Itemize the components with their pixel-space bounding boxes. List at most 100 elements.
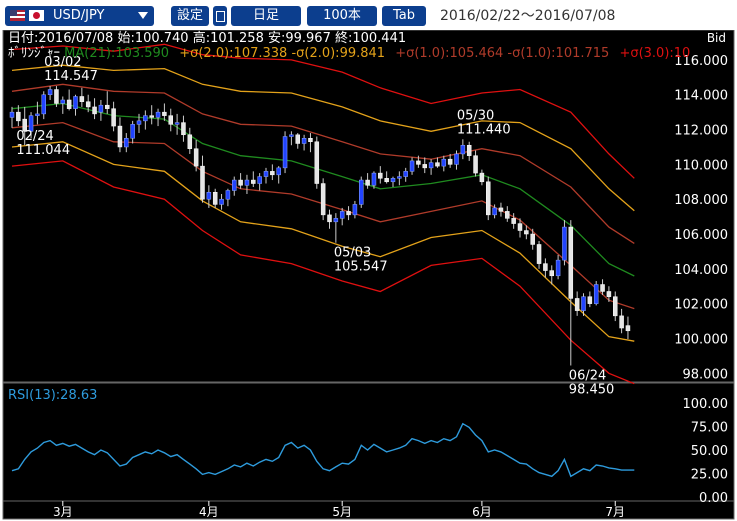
toolbar: USD/JPY 設定 日足 100本 Tab 2016/02/22～2016/0… — [0, 0, 737, 30]
candle-body — [181, 122, 186, 136]
annotation-value: 111.440 — [457, 122, 511, 137]
candle-body — [492, 207, 497, 216]
candle-body — [606, 291, 612, 297]
candle-body — [143, 115, 148, 122]
month-label: 3月 — [53, 505, 73, 519]
candle-body — [225, 190, 231, 200]
rsi-tick-label: 0.00 — [699, 491, 728, 506]
candle-body — [473, 155, 478, 174]
candle-body — [587, 296, 593, 304]
month-label: 7月 — [605, 505, 625, 519]
candle-body — [339, 211, 345, 219]
bid-label: Bid — [707, 31, 726, 45]
tool-icon — [215, 11, 225, 22]
indicator-legend: ﾎﾞﾘﾝｼﾞｬｰ MA(21):103.590 +σ(2.0):107.338 … — [8, 46, 690, 61]
candle-body — [530, 233, 535, 245]
candle-body — [60, 99, 66, 104]
price-tick-label: 114.000 — [674, 89, 728, 104]
candle-body — [498, 207, 504, 212]
candle-body — [460, 144, 466, 155]
candle-body — [416, 160, 421, 165]
count-button[interactable]: 100本 — [307, 6, 377, 26]
candle-body — [593, 284, 599, 304]
candle-body — [92, 106, 97, 115]
candle-body — [295, 134, 300, 144]
candle-body — [105, 104, 110, 109]
candle-body — [454, 153, 459, 165]
price-tick-label: 100.000 — [674, 332, 728, 347]
rsi-axis: 100.00 75.00 50.00 25.00 0.00 — [683, 397, 729, 506]
candle-body — [136, 120, 142, 125]
candle-body — [117, 125, 123, 148]
rsi-label: RSI(13):28.63 — [8, 388, 97, 403]
symbol-selector[interactable]: USD/JPY — [5, 6, 154, 26]
candle-body — [16, 111, 21, 122]
price-panel — [2, 30, 735, 383]
candle-body — [238, 179, 243, 186]
rsi-tick-label: 100.00 — [683, 397, 729, 412]
candle-body — [320, 183, 326, 216]
price-axis: 98.000 100.000 102.000 104.000 106.000 108.00… — [674, 54, 728, 382]
price-tick-label: 112.000 — [674, 124, 728, 139]
candle-body — [447, 158, 453, 165]
date-range: 2016/02/22～2016/07/08 — [440, 8, 616, 24]
candle-body — [79, 96, 85, 102]
tab-button[interactable]: Tab — [382, 6, 426, 26]
candle-body — [352, 204, 358, 216]
candle-body — [200, 165, 205, 200]
candle-body — [568, 226, 574, 299]
price-tick-label: 108.000 — [674, 193, 728, 208]
candle-body — [244, 179, 250, 186]
candle-body — [301, 138, 307, 144]
candle-body — [511, 218, 516, 224]
rsi-series — [11, 422, 635, 478]
candle-body — [619, 315, 624, 329]
candle-body — [41, 94, 46, 115]
candle-body — [403, 171, 408, 177]
date-axis — [2, 500, 735, 520]
candle-body — [390, 178, 396, 183]
settings-button[interactable]: 設定 — [171, 6, 209, 26]
sigma3-upper-line — [11, 43, 635, 179]
candle-body — [270, 171, 275, 176]
sigma1-upper-line — [11, 83, 635, 244]
candle-body — [130, 124, 135, 139]
sigma2-upper-line — [11, 64, 635, 212]
rsi-panel — [2, 382, 735, 502]
candle-body — [581, 296, 586, 311]
candle-body — [206, 191, 212, 200]
ma-legend: MA(21):103.590 — [64, 46, 169, 61]
candle-body — [193, 148, 199, 167]
candle-body — [54, 89, 59, 104]
candle-body — [219, 198, 224, 205]
price-tick-label: 98.000 — [683, 367, 729, 382]
ohlc-readout: 日付:2016/07/08 始:100.740 高:101.258 安:99.9… — [8, 30, 406, 46]
annotation-date: 02/24 — [16, 129, 53, 144]
candle-body — [384, 178, 389, 183]
sigma3-legend: +σ(3.0):10 — [619, 46, 690, 61]
candle-body — [435, 162, 440, 167]
candle-body — [289, 134, 294, 137]
candle-body — [486, 181, 491, 216]
candle-body — [397, 176, 402, 179]
candle-body — [543, 263, 548, 271]
period-button[interactable]: 日足 — [231, 6, 301, 26]
chevron-down-icon — [138, 12, 148, 19]
month-label: 6月 — [472, 505, 492, 519]
bollinger-bands — [11, 43, 635, 385]
candle-body — [124, 138, 129, 148]
candle-body — [187, 134, 193, 149]
sigma2-lower-line — [11, 141, 635, 342]
candle-body — [517, 223, 523, 231]
rsi-tick-label: 75.00 — [691, 421, 728, 436]
tool-button[interactable] — [213, 6, 227, 26]
candle-body — [168, 115, 173, 125]
candle-body — [378, 172, 383, 179]
price-tick-label: 106.000 — [674, 228, 728, 243]
candle-body — [613, 296, 618, 317]
month-label: 4月 — [199, 505, 219, 519]
candle-body — [232, 179, 237, 191]
sigma1-legend: +σ(1.0):105.464 -σ(1.0):101.715 — [395, 46, 609, 61]
candle-body — [66, 99, 72, 109]
